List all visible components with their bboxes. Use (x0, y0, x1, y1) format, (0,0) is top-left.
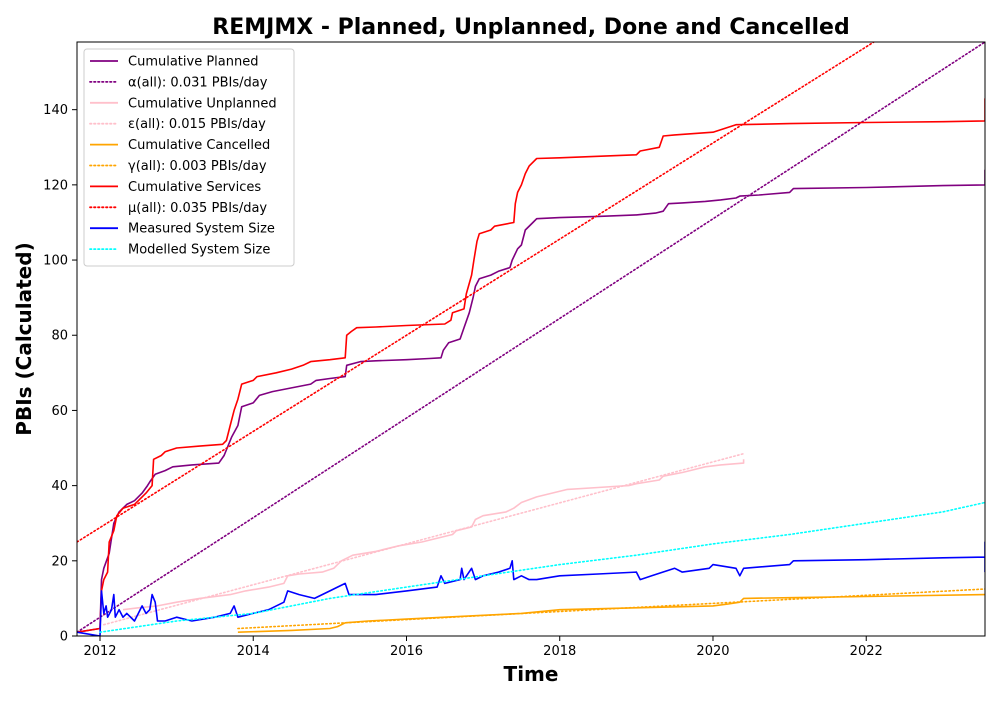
x-tick-label: 2014 (237, 644, 270, 659)
y-tick-label: 20 (51, 554, 68, 569)
y-axis-label: PBIs (Calculated) (12, 242, 36, 435)
series-line-9 (99, 501, 985, 633)
y-tick-label: 120 (43, 178, 68, 193)
legend-label: α(all): 0.031 PBIs/day (128, 75, 268, 90)
legend-label: Modelled System Size (128, 243, 270, 258)
x-tick-label: 2018 (543, 644, 576, 659)
y-tick-label: 80 (51, 329, 68, 344)
series-layer (77, 42, 985, 636)
legend-label: Cumulative Services (128, 180, 261, 195)
series-line-8 (77, 541, 985, 636)
legend-label: ε(all): 0.015 PBIs/day (128, 117, 266, 132)
y-tick-label: 60 (51, 404, 68, 419)
series-line-3 (103, 452, 745, 626)
chart-title: REMJMX - Planned, Unplanned, Done and Ca… (212, 15, 849, 40)
x-tick-label: 2022 (850, 644, 883, 659)
y-tick-label: 140 (43, 103, 68, 118)
series-line-6 (77, 98, 985, 633)
series-line-4 (237, 593, 985, 633)
plot-frame (76, 41, 986, 637)
y-tick-label: 40 (51, 479, 68, 494)
legend-label: μ(all): 0.035 PBIs/day (128, 201, 267, 216)
legend-label: Measured System Size (128, 222, 275, 237)
series-line-7 (77, 42, 875, 543)
series-line-1 (77, 42, 985, 633)
x-tick-label: 2016 (390, 644, 423, 659)
x-tick-label: 2020 (696, 644, 729, 659)
legend-label: Cumulative Cancelled (128, 138, 270, 153)
x-axis-label: Time (504, 662, 559, 686)
legend-label: Cumulative Planned (128, 55, 258, 70)
legend: Cumulative Planned α(all): 0.031 PBIs/day… (83, 48, 295, 267)
x-tick-label: 2012 (83, 644, 116, 659)
y-tick-label: 0 (60, 630, 68, 645)
legend-label: Cumulative Unplanned (128, 96, 277, 111)
ticks-layer: 2012 2014 2016 2018 2020 2022 0 20 40 60 80 100 120 1… (43, 103, 883, 659)
series-line-5 (237, 588, 985, 630)
legend-box (83, 48, 295, 267)
legend-label: γ(all): 0.003 PBIs/day (128, 159, 267, 174)
y-tick-label: 100 (43, 254, 68, 269)
